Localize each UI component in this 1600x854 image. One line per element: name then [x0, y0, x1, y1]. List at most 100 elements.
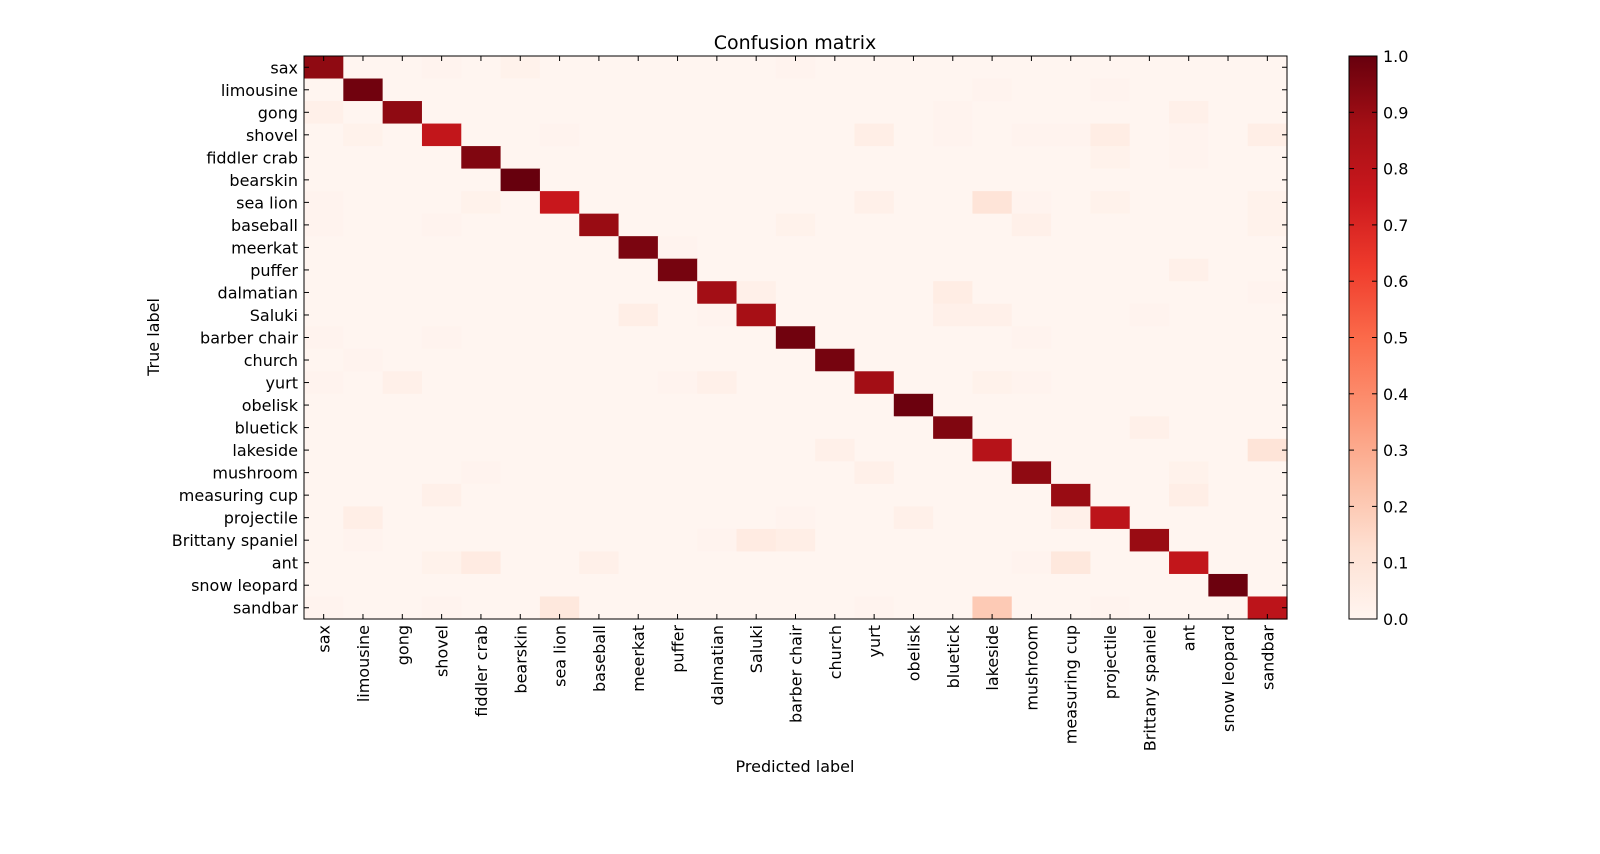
x-tick-label: Brittany spaniel: [1140, 625, 1159, 751]
heatmap-cell: [382, 258, 423, 282]
heatmap-cell: [1090, 191, 1131, 215]
heatmap-cell: [304, 573, 344, 598]
heatmap-cell: [461, 506, 502, 530]
heatmap-cell: [972, 123, 1013, 147]
y-tick-label: gong: [258, 103, 298, 122]
heatmap-cell: [697, 348, 738, 372]
heatmap-cell: [421, 258, 462, 282]
heatmap-cell: [657, 56, 698, 80]
heatmap-cell: [618, 258, 659, 282]
heatmap-cell: [736, 213, 777, 237]
heatmap-cell: [579, 506, 620, 530]
heatmap-cell: [657, 191, 698, 215]
heatmap-cell: [1051, 213, 1091, 237]
heatmap-cell: [736, 596, 777, 620]
heatmap-cell: [854, 348, 895, 372]
heatmap-cell: [1208, 191, 1249, 215]
heatmap-cell: [579, 56, 620, 80]
heatmap-cell: [579, 461, 620, 485]
heatmap-cell: [500, 213, 541, 237]
heatmap-cell: [1011, 483, 1052, 507]
heatmap-cell: [1051, 438, 1091, 462]
heatmap-cell: [1169, 551, 1209, 575]
heatmap-cell: [382, 213, 423, 237]
heatmap-cell: [933, 393, 974, 417]
heatmap-cell: [657, 416, 698, 440]
heatmap-cell: [343, 393, 384, 417]
x-tick-label: meerkat: [629, 625, 648, 692]
heatmap-cell: [421, 438, 462, 462]
heatmap-cell: [539, 596, 580, 620]
heatmap-cell: [775, 348, 816, 372]
heatmap-cell: [618, 596, 659, 620]
heatmap-cell: [1090, 461, 1131, 485]
heatmap-cell: [539, 348, 580, 372]
heatmap-cell: [1011, 213, 1052, 237]
heatmap-cell: [697, 393, 738, 417]
y-tick-label: ant: [272, 554, 298, 573]
heatmap-cell: [893, 303, 934, 327]
heatmap-cell: [579, 438, 620, 462]
heatmap-cell: [1129, 101, 1170, 125]
heatmap-cell: [1090, 56, 1131, 80]
heatmap-cell: [1011, 56, 1052, 80]
heatmap-cell: [1247, 551, 1288, 575]
heatmap-cell: [1208, 371, 1249, 395]
heatmap-cell: [1169, 506, 1209, 530]
heatmap-cell: [1090, 506, 1131, 530]
heatmap-cell: [657, 123, 698, 147]
x-tick-label: bluetick: [944, 624, 963, 688]
heatmap-cell: [893, 236, 934, 260]
heatmap-cell: [382, 191, 423, 215]
heatmap-cell: [421, 371, 462, 395]
heatmap-cell: [618, 438, 659, 462]
heatmap-cell: [1169, 371, 1209, 395]
heatmap-cell: [933, 78, 974, 102]
heatmap-cell: [775, 303, 816, 327]
heatmap-cell: [500, 416, 541, 440]
heatmap-cell: [618, 551, 659, 575]
heatmap-cell: [579, 348, 620, 372]
y-tick-label: Brittany spaniel: [172, 531, 298, 550]
heatmap-cell: [1051, 168, 1091, 192]
colorbar-tick-label: 0.4: [1383, 385, 1408, 404]
heatmap-cell: [1129, 348, 1170, 372]
heatmap-cell: [421, 573, 462, 598]
heatmap-cell: [421, 213, 462, 237]
heatmap-cell: [1129, 438, 1170, 462]
heatmap-cell: [1011, 416, 1052, 440]
heatmap-cell: [933, 281, 974, 305]
colorbar-tick-label: 0.9: [1383, 103, 1408, 122]
heatmap-cell: [539, 236, 580, 260]
heatmap-cell: [579, 483, 620, 507]
heatmap-cell: [1051, 101, 1091, 125]
heatmap-cell: [382, 281, 423, 305]
heatmap-cell: [1208, 236, 1249, 260]
heatmap-cell: [854, 213, 895, 237]
heatmap-cell: [1169, 281, 1209, 305]
heatmap-cell: [343, 438, 384, 462]
heatmap-cell: [421, 303, 462, 327]
heatmap-cell: [972, 191, 1013, 215]
heatmap-cell: [618, 281, 659, 305]
heatmap-cell: [854, 168, 895, 192]
heatmap-cell: [1090, 123, 1131, 147]
heatmap-cell: [1011, 78, 1052, 102]
heatmap-cell: [775, 416, 816, 440]
heatmap-cell: [304, 596, 344, 620]
heatmap-cells: [304, 56, 1288, 620]
heatmap-cell: [539, 416, 580, 440]
heatmap-cell: [579, 101, 620, 125]
heatmap-cell: [1169, 596, 1209, 620]
heatmap-cell: [539, 506, 580, 530]
heatmap-cell: [1051, 303, 1091, 327]
heatmap-cell: [1208, 438, 1249, 462]
heatmap-cell: [304, 303, 344, 327]
heatmap-cell: [854, 56, 895, 80]
heatmap-cell: [1090, 168, 1131, 192]
heatmap-cell: [343, 168, 384, 192]
heatmap-cell: [343, 258, 384, 282]
heatmap-cell: [854, 303, 895, 327]
heatmap-cell: [1208, 393, 1249, 417]
heatmap-cell: [1169, 78, 1209, 102]
